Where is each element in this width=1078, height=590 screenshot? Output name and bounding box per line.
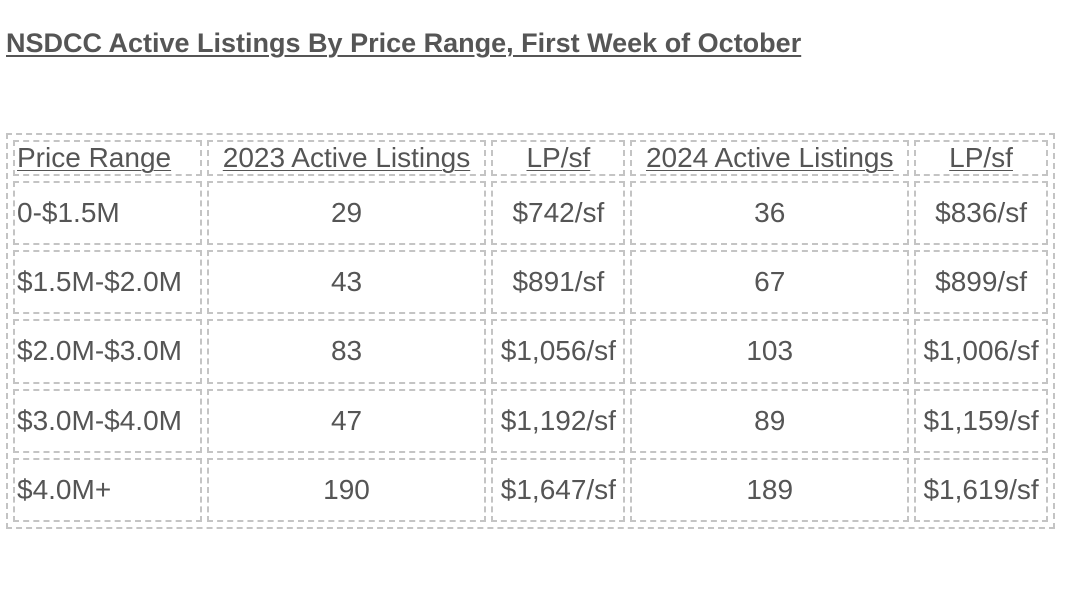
cell-price-range: $4.0M+ xyxy=(13,457,202,522)
cell-2023-lp-sf: $1,056/sf xyxy=(491,319,626,384)
table-row: 0-$1.5M 29 $742/sf 36 $836/sf xyxy=(13,181,1048,246)
cell-2023-listings: 47 xyxy=(206,388,487,453)
cell-2024-lp-sf: $1,619/sf xyxy=(914,457,1048,522)
cell-price-range: 0-$1.5M xyxy=(13,181,202,246)
cell-2023-lp-sf: $742/sf xyxy=(491,181,626,246)
cell-2024-listings: 103 xyxy=(630,319,910,384)
table-header-row: Price Range 2023 Active Listings LP/sf 2… xyxy=(13,140,1048,176)
cell-2024-lp-sf: $899/sf xyxy=(914,250,1048,315)
table-row: $3.0M-$4.0M 47 $1,192/sf 89 $1,159/sf xyxy=(13,388,1048,453)
cell-2024-lp-sf: $836/sf xyxy=(914,181,1048,246)
cell-2024-lp-sf: $1,006/sf xyxy=(914,319,1048,384)
cell-2023-listings: 190 xyxy=(206,457,487,522)
page-title: NSDCC Active Listings By Price Range, Fi… xyxy=(6,28,802,58)
table-row: $4.0M+ 190 $1,647/sf 189 $1,619/sf xyxy=(13,457,1048,522)
header-price-range: Price Range xyxy=(13,140,202,176)
cell-2023-listings: 29 xyxy=(206,181,487,246)
listings-table: Price Range 2023 Active Listings LP/sf 2… xyxy=(8,135,1053,527)
cell-price-range: $1.5M-$2.0M xyxy=(13,250,202,315)
cell-price-range: $2.0M-$3.0M xyxy=(13,319,202,384)
cell-price-range: $3.0M-$4.0M xyxy=(13,388,202,453)
cell-2023-lp-sf: $891/sf xyxy=(491,250,626,315)
table-row: $2.0M-$3.0M 83 $1,056/sf 103 $1,006/sf xyxy=(13,319,1048,384)
cell-2023-lp-sf: $1,647/sf xyxy=(491,457,626,522)
cell-2024-listings: 89 xyxy=(630,388,910,453)
header-2024-active-listings: 2024 Active Listings xyxy=(630,140,910,176)
header-2024-lp-sf: LP/sf xyxy=(914,140,1048,176)
cell-2023-lp-sf: $1,192/sf xyxy=(491,388,626,453)
header-2023-lp-sf: LP/sf xyxy=(491,140,626,176)
header-2023-active-listings: 2023 Active Listings xyxy=(206,140,487,176)
cell-2024-listings: 67 xyxy=(630,250,910,315)
table-row: $1.5M-$2.0M 43 $891/sf 67 $899/sf xyxy=(13,250,1048,315)
cell-2023-listings: 83 xyxy=(206,319,487,384)
cell-2023-listings: 43 xyxy=(206,250,487,315)
cell-2024-lp-sf: $1,159/sf xyxy=(914,388,1048,453)
listings-table-container: Price Range 2023 Active Listings LP/sf 2… xyxy=(6,133,1055,529)
cell-2024-listings: 36 xyxy=(630,181,910,246)
cell-2024-listings: 189 xyxy=(630,457,910,522)
